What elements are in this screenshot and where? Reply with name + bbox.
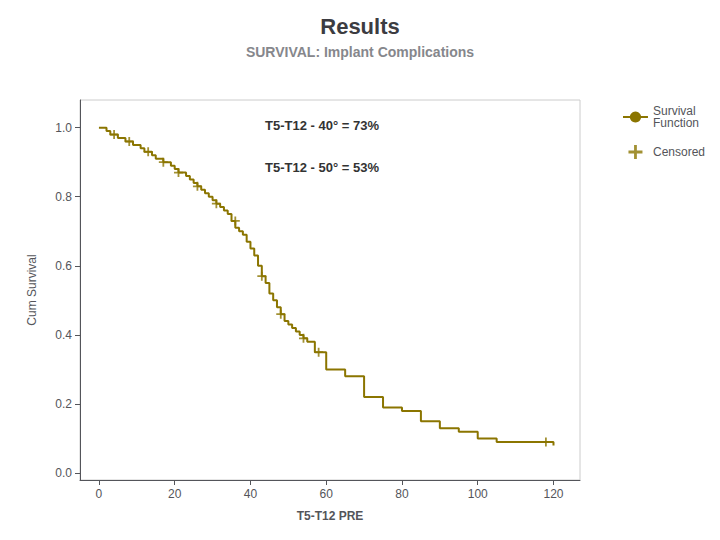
svg-text:T5-T12 - 40° = 73%: T5-T12 - 40° = 73% xyxy=(265,118,379,133)
svg-text:Results: Results xyxy=(320,14,399,39)
svg-text:80: 80 xyxy=(395,487,409,501)
svg-text:60: 60 xyxy=(320,487,334,501)
svg-text:1.0: 1.0 xyxy=(55,121,72,135)
svg-text:120: 120 xyxy=(543,487,563,501)
svg-text:T5-T12 PRE: T5-T12 PRE xyxy=(297,509,364,523)
svg-text:T5-T12 - 50° = 53%: T5-T12 - 50° = 53% xyxy=(265,160,379,175)
svg-text:Censored: Censored xyxy=(653,145,705,159)
svg-text:20: 20 xyxy=(168,487,182,501)
svg-text:Cum Survival: Cum Survival xyxy=(25,254,39,325)
svg-text:100: 100 xyxy=(468,487,488,501)
svg-text:0.2: 0.2 xyxy=(55,397,72,411)
svg-text:Function: Function xyxy=(653,116,699,130)
svg-text:0.8: 0.8 xyxy=(55,190,72,204)
svg-text:0: 0 xyxy=(96,487,103,501)
svg-text:0.6: 0.6 xyxy=(55,259,72,273)
svg-text:0.4: 0.4 xyxy=(55,328,72,342)
svg-text:SURVIVAL: Implant Complication: SURVIVAL: Implant Complications xyxy=(246,44,474,60)
svg-text:Survival: Survival xyxy=(653,104,696,118)
svg-text:40: 40 xyxy=(244,487,258,501)
svg-text:0.0: 0.0 xyxy=(55,466,72,480)
